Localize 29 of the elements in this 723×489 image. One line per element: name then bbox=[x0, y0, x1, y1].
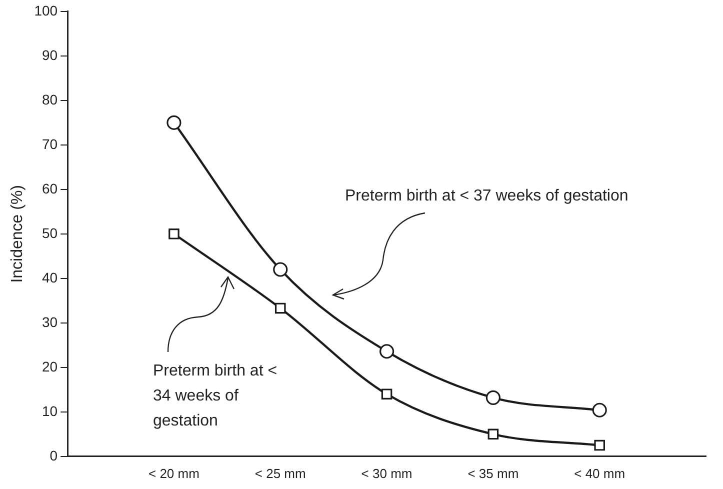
y-tick-label: 60 bbox=[42, 180, 58, 196]
point bbox=[381, 388, 392, 400]
x-tick-label: < 20 mm bbox=[148, 466, 200, 481]
y-tick-label: 80 bbox=[42, 91, 58, 108]
annotation: Preterm birth at < 34 weeks of gestation bbox=[153, 362, 278, 430]
point bbox=[379, 344, 394, 359]
point bbox=[273, 262, 288, 277]
point bbox=[488, 428, 499, 440]
x-tick-label: < 25 mm bbox=[254, 466, 306, 481]
point bbox=[486, 390, 500, 405]
point bbox=[166, 115, 182, 130]
y-axis-title: Incidence (%) bbox=[9, 184, 26, 283]
y-tick-label: 90 bbox=[42, 46, 58, 63]
y-tick-label: 10 bbox=[42, 402, 58, 419]
point bbox=[594, 440, 605, 451]
x-tick-label: < 35 mm bbox=[468, 466, 519, 481]
y-tick-label: 30 bbox=[42, 314, 58, 330]
point bbox=[274, 302, 286, 314]
y-tick-label: 70 bbox=[42, 136, 58, 152]
y-tick-label: 40 bbox=[42, 269, 58, 286]
point bbox=[592, 402, 607, 418]
y-tick-label: 20 bbox=[42, 358, 58, 374]
x-tick-label: < 30 mm bbox=[361, 466, 412, 481]
y-tick-label: 100 bbox=[34, 2, 58, 18]
point bbox=[168, 228, 180, 240]
annotation: Preterm birth at < 37 weeks of gestation bbox=[345, 187, 628, 204]
y-tick-label: 50 bbox=[42, 224, 58, 241]
x-tick-label: < 40 mm bbox=[574, 466, 626, 481]
y-tick-label: 0 bbox=[50, 447, 58, 464]
